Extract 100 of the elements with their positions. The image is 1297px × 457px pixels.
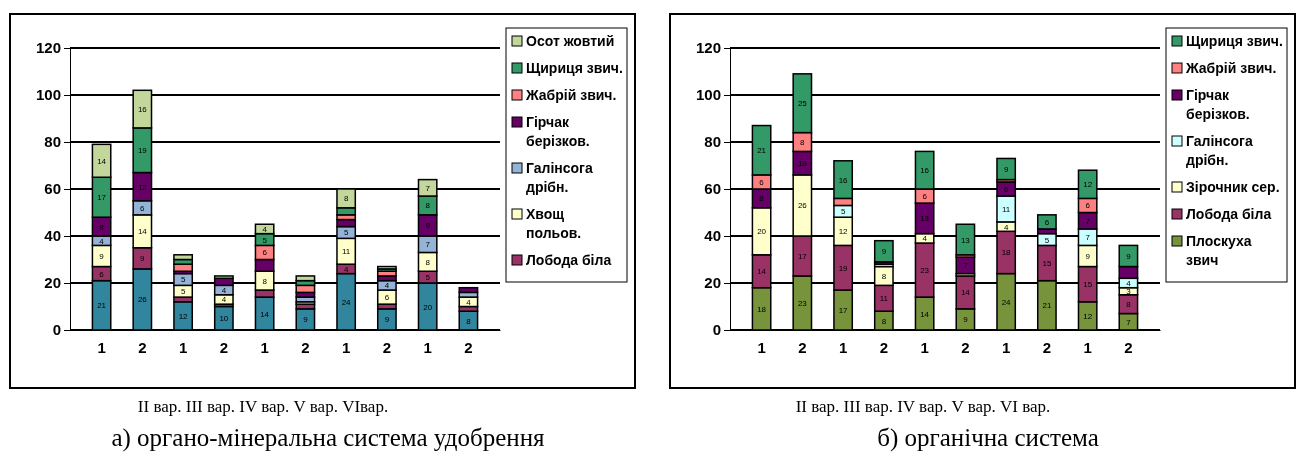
x-tick-label: 1 [178, 338, 188, 356]
x-tick-label: 1 [423, 338, 432, 356]
data-label: 5 [343, 228, 349, 238]
data-label: 14 [757, 267, 767, 277]
data-label: 5 [262, 235, 268, 245]
data-label: 4 [384, 281, 390, 291]
y-tick-label: 60 [704, 180, 721, 198]
data-label: 15 [1083, 280, 1093, 290]
data-label: 6 [262, 248, 268, 258]
data-label: 9 [963, 315, 969, 325]
data-label: 4 [99, 236, 105, 246]
legend-label: Жабрій звич. [525, 87, 617, 103]
y-tick-label: 120 [35, 39, 61, 57]
data-label: 14 [960, 288, 971, 298]
x-tick-label: 1 [97, 338, 106, 356]
data-label: 8 [425, 201, 431, 211]
data-label: 9 [1085, 251, 1091, 261]
y-tick-label: 20 [704, 274, 721, 292]
data-label: 3 [1126, 287, 1132, 297]
data-label: 6 [922, 192, 928, 202]
data-label: 4 [466, 297, 472, 307]
legend-label: Галінсога дрібн. [1186, 133, 1253, 168]
legend-label: Щириця звич. [526, 60, 623, 76]
data-label: 26 [797, 201, 808, 211]
data-label: 11 [879, 294, 889, 304]
data-label: 8 [759, 194, 765, 204]
data-label: 12 [838, 227, 849, 237]
data-label: 9 [1126, 251, 1132, 261]
legend-label: Щириця звич. [1186, 33, 1283, 49]
data-label: 4 [343, 264, 349, 274]
data-label: 6 [384, 293, 390, 303]
data-label: 7 [1085, 233, 1091, 243]
data-label: 9 [881, 247, 887, 257]
x-tick-label: 2 [961, 338, 970, 356]
data-label: 10 [797, 159, 808, 169]
y-tick-label: 60 [44, 180, 61, 198]
data-label: 19 [137, 146, 148, 156]
y-tick-label: 80 [704, 133, 721, 151]
text: а) органо-мінеральна система удобрення [111, 424, 546, 452]
data-label: 21 [1042, 301, 1052, 311]
data-label: 10 [219, 314, 229, 324]
legend-label: Хвощ польов. [526, 206, 582, 241]
legend-label: Плоскуха звич [1186, 233, 1252, 268]
data-label: 8 [1126, 300, 1132, 310]
data-label: 6 [759, 177, 765, 187]
x-tick-label: 2 [798, 338, 807, 356]
y-tick-label: 80 [44, 133, 61, 151]
data-label: 13 [960, 235, 971, 245]
data-label: 8 [881, 316, 887, 326]
data-label: 7 [1126, 317, 1132, 327]
data-label: 14 [920, 309, 930, 319]
x-tick-label: 2 [879, 338, 889, 356]
data-label: 4 [922, 234, 928, 244]
data-label: 6 [99, 269, 105, 279]
x-tick-label: 2 [464, 338, 473, 356]
y-tick-label: 0 [712, 321, 721, 339]
legend-label: Лобода біла [526, 252, 612, 268]
x-tick-label: 2 [219, 338, 229, 356]
x-tick-label: 1 [757, 338, 766, 356]
y-tick-label: 20 [44, 274, 61, 292]
legend-label: Осот жовтий [526, 33, 615, 49]
y-tick-label: 0 [52, 321, 61, 339]
data-label: 15 [1042, 259, 1052, 269]
data-label: 5 [425, 273, 431, 283]
data-label: 6 [1044, 217, 1050, 227]
x-tick-label: 1 [1083, 338, 1092, 356]
data-label: 23 [920, 266, 930, 276]
x-tick-label: 1 [341, 338, 351, 356]
data-label: 8 [262, 276, 268, 286]
data-label: 5 [180, 275, 186, 285]
data-label: 9 [99, 251, 105, 261]
data-label: 20 [423, 302, 433, 312]
data-label: 24 [341, 297, 352, 307]
data-label: 9 [303, 315, 309, 325]
data-label: 9 [140, 254, 146, 264]
x-tick-label: 1 [920, 338, 929, 356]
data-label: 4 [1126, 279, 1132, 288]
data-label: 5 [1044, 235, 1050, 245]
y-tick-label: 100 [35, 86, 61, 104]
data-label: 5 [840, 207, 846, 217]
x-axis-title: II вар. III вар. IV вар. V вар. VIвар. [137, 397, 389, 416]
legend-label: Лобода біла [1186, 206, 1272, 222]
legend-label: Гірчак берізков. [526, 114, 590, 149]
data-label: 6 [1085, 201, 1091, 211]
data-label: 4 [262, 224, 268, 234]
data-label: 11 [1001, 204, 1011, 214]
data-label: 14 [137, 227, 148, 237]
data-label: 19 [838, 263, 849, 273]
data-label: 21 [97, 301, 107, 311]
data-label: 7 [1085, 216, 1091, 226]
x-tick-label: 2 [138, 338, 147, 356]
x-tick-label: 2 [1124, 338, 1133, 356]
data-label: 16 [137, 105, 148, 115]
x-tick-label: 2 [382, 338, 392, 356]
data-label: 14 [97, 156, 107, 166]
data-label: 17 [97, 193, 107, 203]
data-label: 24 [1001, 297, 1012, 307]
data-label: 8 [881, 271, 887, 281]
data-label: 7 [425, 183, 431, 193]
data-label: 7 [963, 261, 969, 271]
